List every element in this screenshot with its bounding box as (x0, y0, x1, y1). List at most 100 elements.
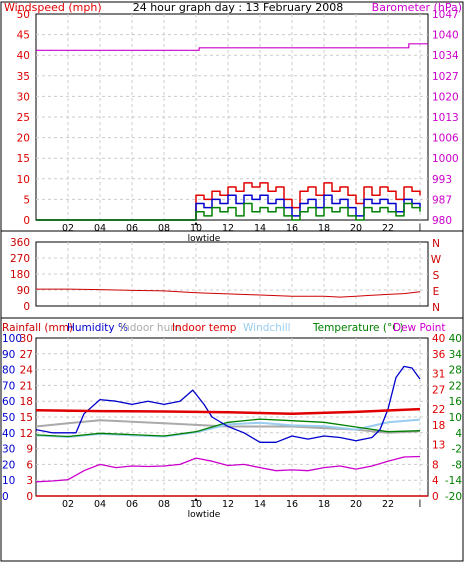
humidity-tick-label: 90 (2, 349, 15, 361)
outdoor-temp-tick-label: 4 (455, 428, 462, 440)
barometer-tick-label: 1040 (432, 30, 459, 42)
x-tick-label: 08 (158, 499, 170, 510)
indoor-temp-tick-label: 31 (432, 369, 445, 381)
windspeed-tick-label: 0 (23, 215, 30, 227)
humidity-legend: Humidity % (67, 322, 128, 334)
rainfall-tick-label: 18 (20, 396, 33, 408)
outdoor-temp-tick-label: 40 (449, 333, 462, 345)
windchill-legend: Windchill (243, 322, 291, 334)
x-tick-label: l (419, 499, 422, 510)
x-tick-label: 22 (382, 223, 394, 234)
barometer-tick-label: 993 (432, 174, 452, 186)
humidity-tick-label: 20 (2, 459, 15, 471)
rainfall-tick-label: 9 (26, 444, 33, 456)
wind-direction-line (36, 288, 421, 298)
x-tick-label: 16 (286, 223, 298, 234)
windspeed-tick-label: 35 (17, 71, 30, 83)
x-tick-label: 02 (62, 499, 74, 510)
barometer-tick-label: 1000 (432, 153, 459, 165)
chart-title: 24 hour graph day : 13 February 2008 (133, 1, 344, 14)
rainfall-tick-label: 12 (20, 428, 33, 440)
temperature-line (35, 418, 421, 438)
temperature-legend: Temperature (°C) (312, 322, 404, 334)
direction-tick-label: 0 (23, 301, 30, 313)
x-tick-label: 04 (94, 499, 106, 510)
rainfall-tick-label: 15 (20, 412, 33, 424)
humidity-tick-label: 80 (2, 365, 15, 377)
compass-letter-label: E (433, 286, 440, 298)
outdoor-temp-tick-label: -20 (445, 491, 462, 503)
direction-tick-label: 270 (10, 253, 30, 265)
rainfall-tick-label: 3 (26, 475, 33, 487)
barometer-tick-label: 1047 (432, 9, 459, 21)
direction-tick-label: 90 (17, 285, 30, 297)
humidity-line (35, 365, 421, 443)
gust-speed-line (36, 182, 421, 221)
lowtide-label: lowtide (188, 510, 221, 520)
x-tick-label: 14 (254, 499, 266, 510)
barometer-tick-label: 1034 (432, 50, 459, 62)
x-tick-label: 12 (222, 499, 234, 510)
series-layer (35, 43, 428, 497)
indoor-temp-legend: Indoor temp (172, 322, 237, 334)
outdoor-temp-tick-label: 34 (449, 349, 463, 361)
indoor-temp-tick-label: 0 (432, 491, 439, 503)
windspeed-tick-label: 10 (17, 174, 30, 186)
outdoor-temp-tick-label: -14 (445, 475, 462, 487)
average-speed-line (36, 194, 421, 221)
barometer-tick-label: 1006 (432, 133, 459, 145)
direction-tick-label: 360 (10, 237, 30, 249)
barometer-tick-label: 1013 (432, 112, 459, 124)
lowtide-marker-icon (194, 498, 198, 501)
humidity-tick-label: 30 (2, 444, 15, 456)
x-tick-label: 10 (190, 499, 202, 510)
x-tick-label: 04 (94, 223, 106, 234)
humidity-tick-label: 50 (2, 412, 15, 424)
indoor-hum-legend: Indoor hum (120, 322, 180, 334)
humidity-tick-label: 60 (2, 396, 15, 408)
windspeed-tick-label: 15 (17, 153, 30, 165)
humidity-tick-label: 100 (2, 333, 22, 345)
x-tick-label: 16 (286, 499, 298, 510)
indoor-temp-tick-label: 4 (432, 475, 439, 487)
dew-point-legend: Dew Point (393, 322, 446, 334)
outdoor-temp-tick-label: 10 (449, 412, 462, 424)
x-tick-label: 06 (126, 223, 138, 234)
rainfall-tick-label: 0 (26, 491, 33, 503)
windspeed-tick-label: 20 (17, 133, 30, 145)
rainfall-tick-label: 6 (26, 459, 33, 471)
rainfall-tick-label: 30 (20, 333, 33, 345)
compass-letter-label: N (432, 238, 440, 250)
indoor-temp-tick-label: 13 (432, 440, 445, 452)
humidity-tick-label: 70 (2, 380, 15, 392)
x-tick-label: 12 (222, 223, 234, 234)
barometer-tick-label: 1027 (432, 71, 459, 83)
indoor-temp-tick-label: 22 (432, 404, 445, 416)
windspeed-tick-label: 25 (17, 112, 30, 124)
barometer-tick-label: 980 (432, 215, 452, 227)
rainfall-tick-label: 24 (20, 365, 34, 377)
compass-letter-label: W (431, 254, 442, 266)
barometer-tick-label: 987 (432, 194, 452, 206)
x-tick-label: 08 (158, 223, 170, 234)
x-tick-label: 20 (350, 499, 362, 510)
humidity-tick-label: 40 (2, 428, 15, 440)
x-tick-label: 18 (318, 223, 330, 234)
x-tick-label: 06 (126, 499, 138, 510)
barometer-tick-label: 1020 (432, 91, 459, 103)
outdoor-temp-tick-label: -8 (452, 459, 462, 471)
indoor-temp-tick-label: 27 (432, 384, 445, 396)
barometer-axis-title: Barometer (hPa) (372, 1, 462, 14)
indoor-temp-line (35, 407, 421, 416)
windspeed-tick-label: 30 (17, 91, 30, 103)
rainfall-tick-label: 21 (20, 380, 33, 392)
direction-tick-label: 180 (10, 269, 30, 281)
outdoor-temp-tick-label: -2 (452, 444, 462, 456)
x-tick-label: 20 (350, 223, 362, 234)
indoor-temp-tick-label: 8 (432, 459, 439, 471)
dew-point-line (35, 455, 421, 483)
humidity-tick-label: 0 (2, 491, 9, 503)
compass-letter-label: N (432, 302, 440, 314)
